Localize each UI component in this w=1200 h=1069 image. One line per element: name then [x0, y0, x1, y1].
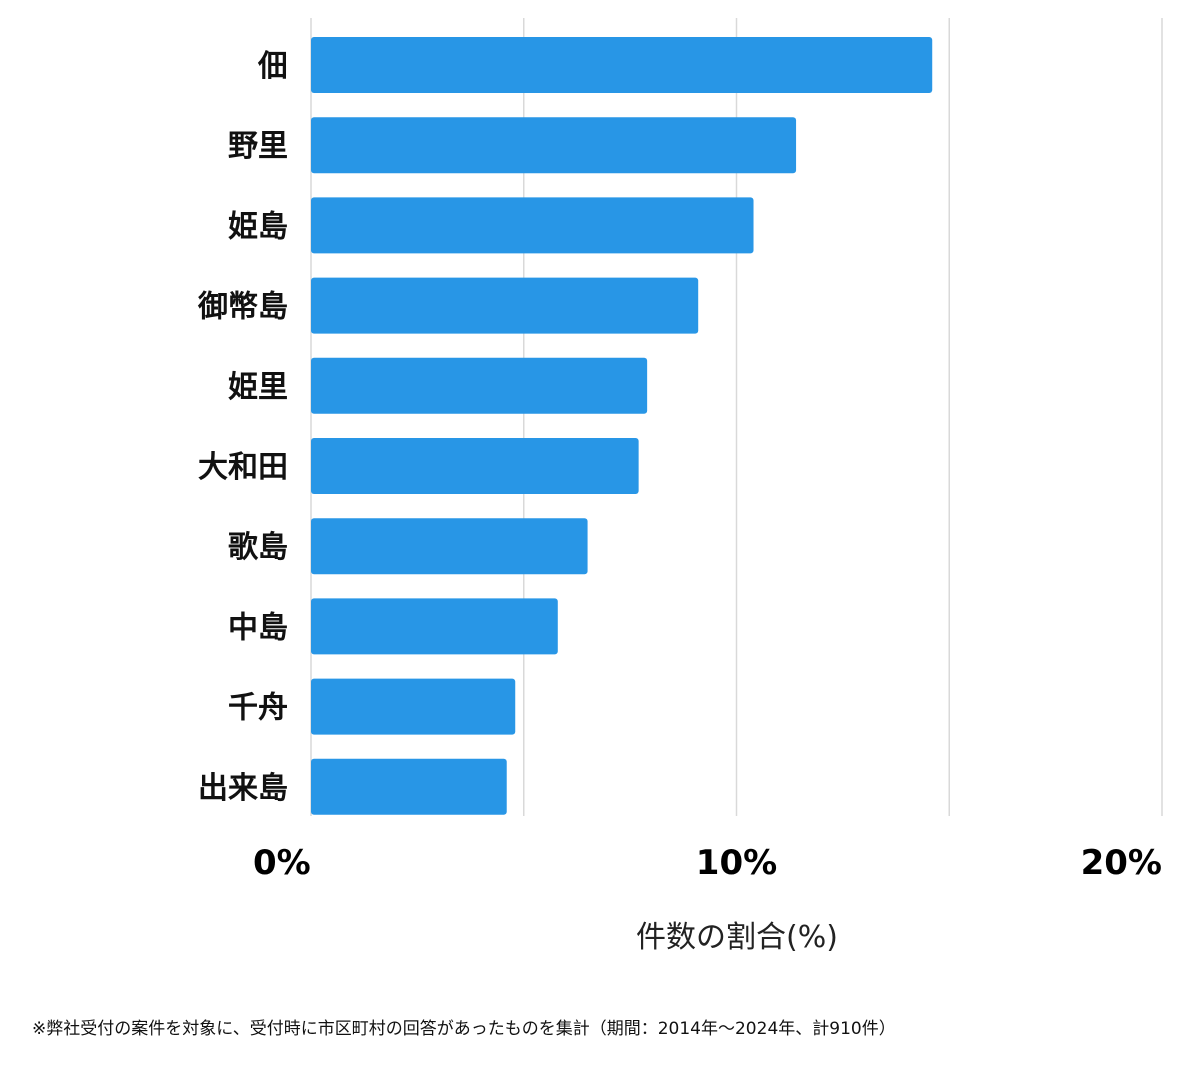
- category-label-0: 佃: [257, 49, 288, 84]
- bar-1: [311, 117, 797, 174]
- x-tick-labels: 0% 10% 20%: [253, 843, 1162, 883]
- x-tick-label-2: 20%: [1081, 843, 1162, 883]
- bar-8: [311, 678, 516, 735]
- bar-0: [311, 37, 933, 93]
- bars: [311, 37, 933, 815]
- x-tick-label-0: 0%: [253, 843, 311, 883]
- category-label-8: 千舟: [228, 691, 288, 726]
- category-label-9: 出来島: [198, 771, 288, 806]
- category-label-6: 歌島: [228, 530, 288, 565]
- bar-4: [311, 357, 648, 414]
- bar-2: [311, 197, 754, 254]
- x-axis-title: 件数の割合(%): [636, 920, 838, 955]
- x-tick-label-1: 10%: [696, 843, 777, 883]
- category-label-7: 中島: [228, 610, 288, 645]
- bar-3: [311, 277, 699, 334]
- category-label-4: 姫里: [228, 370, 288, 405]
- category-label-5: 大和田: [198, 450, 288, 485]
- bar-6: [311, 518, 588, 575]
- footnote: ※弊社受付の案件を対象に、受付時に市区町村の回答があったものを集計（期間：201…: [32, 1019, 896, 1039]
- bar-7: [311, 598, 558, 655]
- category-label-1: 野里: [228, 129, 288, 164]
- bar-9: [311, 758, 507, 815]
- category-label-3: 御幣島: [197, 290, 288, 325]
- bar-5: [311, 438, 639, 494]
- category-label-2: 姫島: [228, 209, 288, 244]
